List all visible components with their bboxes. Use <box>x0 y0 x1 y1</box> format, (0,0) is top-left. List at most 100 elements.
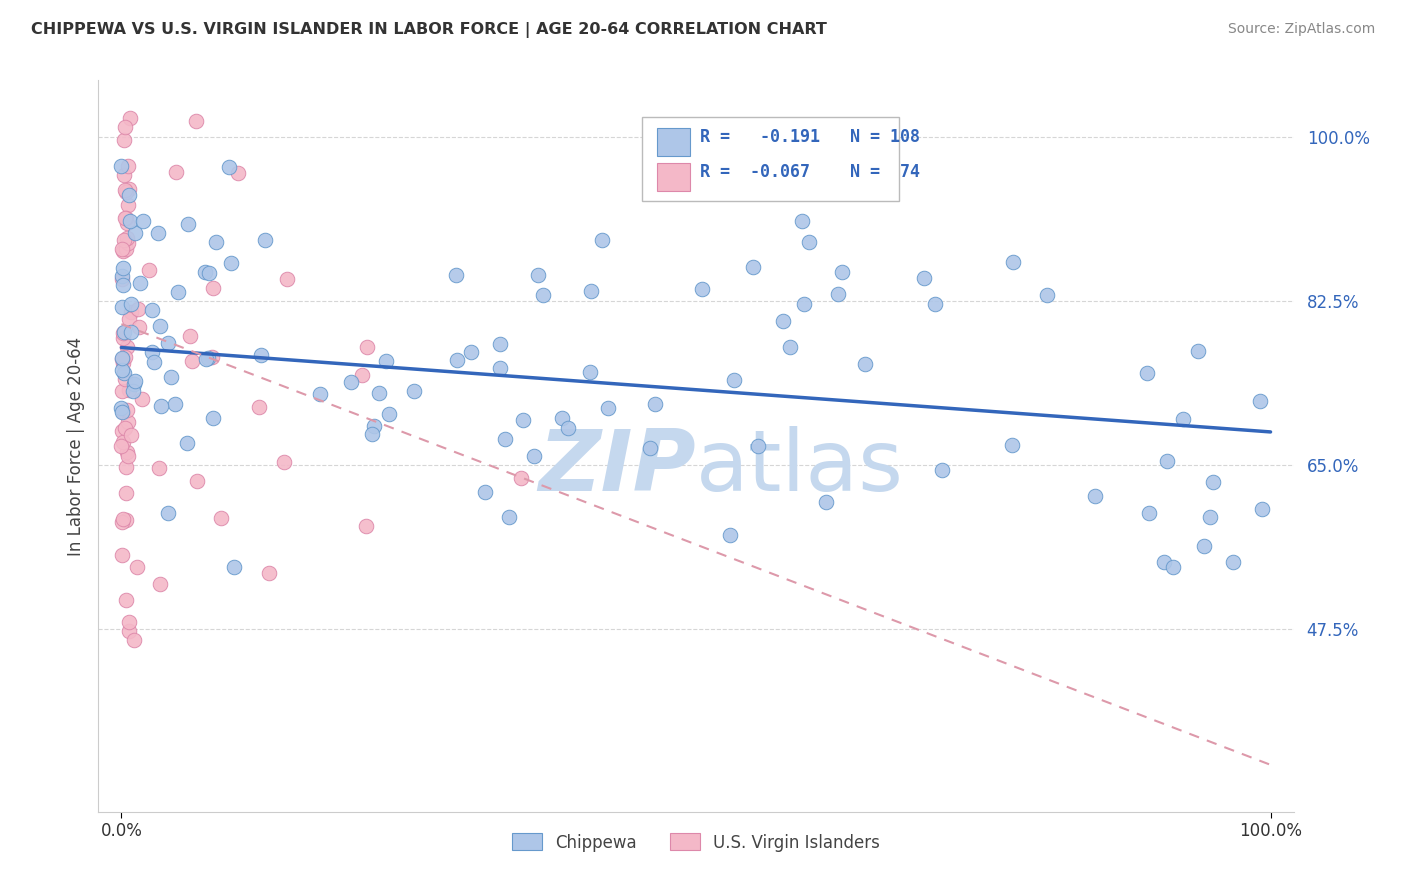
Point <box>831 265 853 279</box>
Point <box>125 560 148 574</box>
Point <box>201 351 224 365</box>
Point <box>163 397 186 411</box>
FancyBboxPatch shape <box>643 117 900 201</box>
Point <box>815 494 838 508</box>
Point <box>259 566 281 580</box>
Point <box>120 305 142 319</box>
Point <box>772 314 794 328</box>
Point <box>494 432 516 446</box>
Point <box>117 624 139 638</box>
Point <box>115 459 138 474</box>
Point <box>194 352 217 367</box>
Point <box>1084 489 1107 503</box>
Point <box>201 281 224 295</box>
Point <box>1249 394 1271 409</box>
Point <box>114 372 136 386</box>
Point <box>799 235 821 250</box>
Point <box>112 366 135 380</box>
Point <box>1251 502 1274 516</box>
Point <box>118 182 141 196</box>
Point <box>512 412 534 426</box>
Point <box>194 265 217 279</box>
Point <box>111 352 134 367</box>
Point <box>1192 539 1215 553</box>
Point <box>138 263 160 277</box>
Point <box>112 356 135 370</box>
Text: ZIP: ZIP <box>538 426 696 509</box>
Point <box>177 217 200 231</box>
Text: R =   -0.191   N = 108: R = -0.191 N = 108 <box>700 128 920 145</box>
Text: Source: ZipAtlas.com: Source: ZipAtlas.com <box>1227 22 1375 37</box>
Point <box>149 577 172 591</box>
Point <box>111 301 134 315</box>
Point <box>723 373 745 387</box>
Point <box>112 168 135 182</box>
Point <box>218 160 240 174</box>
Y-axis label: In Labor Force | Age 20-64: In Labor Force | Age 20-64 <box>66 336 84 556</box>
Point <box>790 214 813 228</box>
Point <box>924 297 946 311</box>
Point <box>747 439 769 453</box>
Point <box>184 113 207 128</box>
Point <box>1161 560 1184 574</box>
Point <box>118 188 141 202</box>
Point <box>115 402 138 417</box>
Text: CHIPPEWA VS U.S. VIRGIN ISLANDER IN LABOR FORCE | AGE 20-64 CORRELATION CHART: CHIPPEWA VS U.S. VIRGIN ISLANDER IN LABO… <box>31 22 827 38</box>
Point <box>219 256 242 270</box>
Point <box>117 198 139 212</box>
Point <box>1001 438 1024 452</box>
Point <box>1199 509 1222 524</box>
Point <box>112 405 135 419</box>
Legend: Chippewa, U.S. Virgin Islanders: Chippewa, U.S. Virgin Islanders <box>505 827 887 858</box>
Point <box>114 211 136 226</box>
Point <box>149 319 172 334</box>
Point <box>249 348 271 362</box>
Point <box>557 420 579 434</box>
Point <box>111 363 134 377</box>
Point <box>350 368 373 382</box>
Point <box>551 411 574 425</box>
Point <box>127 301 149 316</box>
Point <box>117 449 139 463</box>
Point <box>118 615 141 630</box>
Point <box>201 410 224 425</box>
Point <box>1001 255 1024 269</box>
Point <box>166 165 188 179</box>
Point <box>111 424 134 438</box>
Point <box>124 226 146 240</box>
Point <box>460 344 482 359</box>
Point <box>1136 366 1159 380</box>
Point <box>692 282 714 296</box>
Point <box>117 415 139 429</box>
Point <box>522 449 544 463</box>
Point <box>1171 411 1194 425</box>
Point <box>118 214 141 228</box>
Point <box>115 185 138 199</box>
Point <box>763 183 786 197</box>
Point <box>117 384 139 398</box>
Point <box>117 235 139 250</box>
Point <box>112 512 135 526</box>
Point <box>111 351 134 365</box>
Point <box>179 329 201 343</box>
Point <box>1036 287 1059 301</box>
Point <box>792 297 814 311</box>
Point <box>1187 344 1209 359</box>
Point <box>498 510 520 524</box>
Point <box>112 325 135 339</box>
Point <box>160 369 183 384</box>
Point <box>115 211 138 225</box>
Point <box>578 365 600 379</box>
Point <box>157 335 180 350</box>
Point <box>114 486 136 500</box>
Text: atlas: atlas <box>696 426 904 509</box>
Point <box>115 230 138 244</box>
Point <box>1156 453 1178 467</box>
Point <box>117 159 139 173</box>
Point <box>114 513 136 527</box>
Point <box>273 455 295 469</box>
Point <box>224 560 246 574</box>
Point <box>150 400 173 414</box>
Point <box>111 242 134 256</box>
Point <box>176 436 198 450</box>
